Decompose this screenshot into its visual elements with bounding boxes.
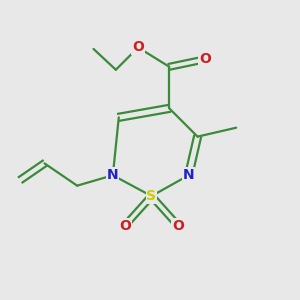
Text: O: O [172, 219, 184, 233]
Text: N: N [183, 168, 194, 182]
Text: O: O [199, 52, 211, 66]
Text: N: N [107, 168, 119, 182]
Text: O: O [119, 219, 131, 233]
Text: O: O [132, 40, 144, 55]
Text: S: S [146, 189, 157, 203]
